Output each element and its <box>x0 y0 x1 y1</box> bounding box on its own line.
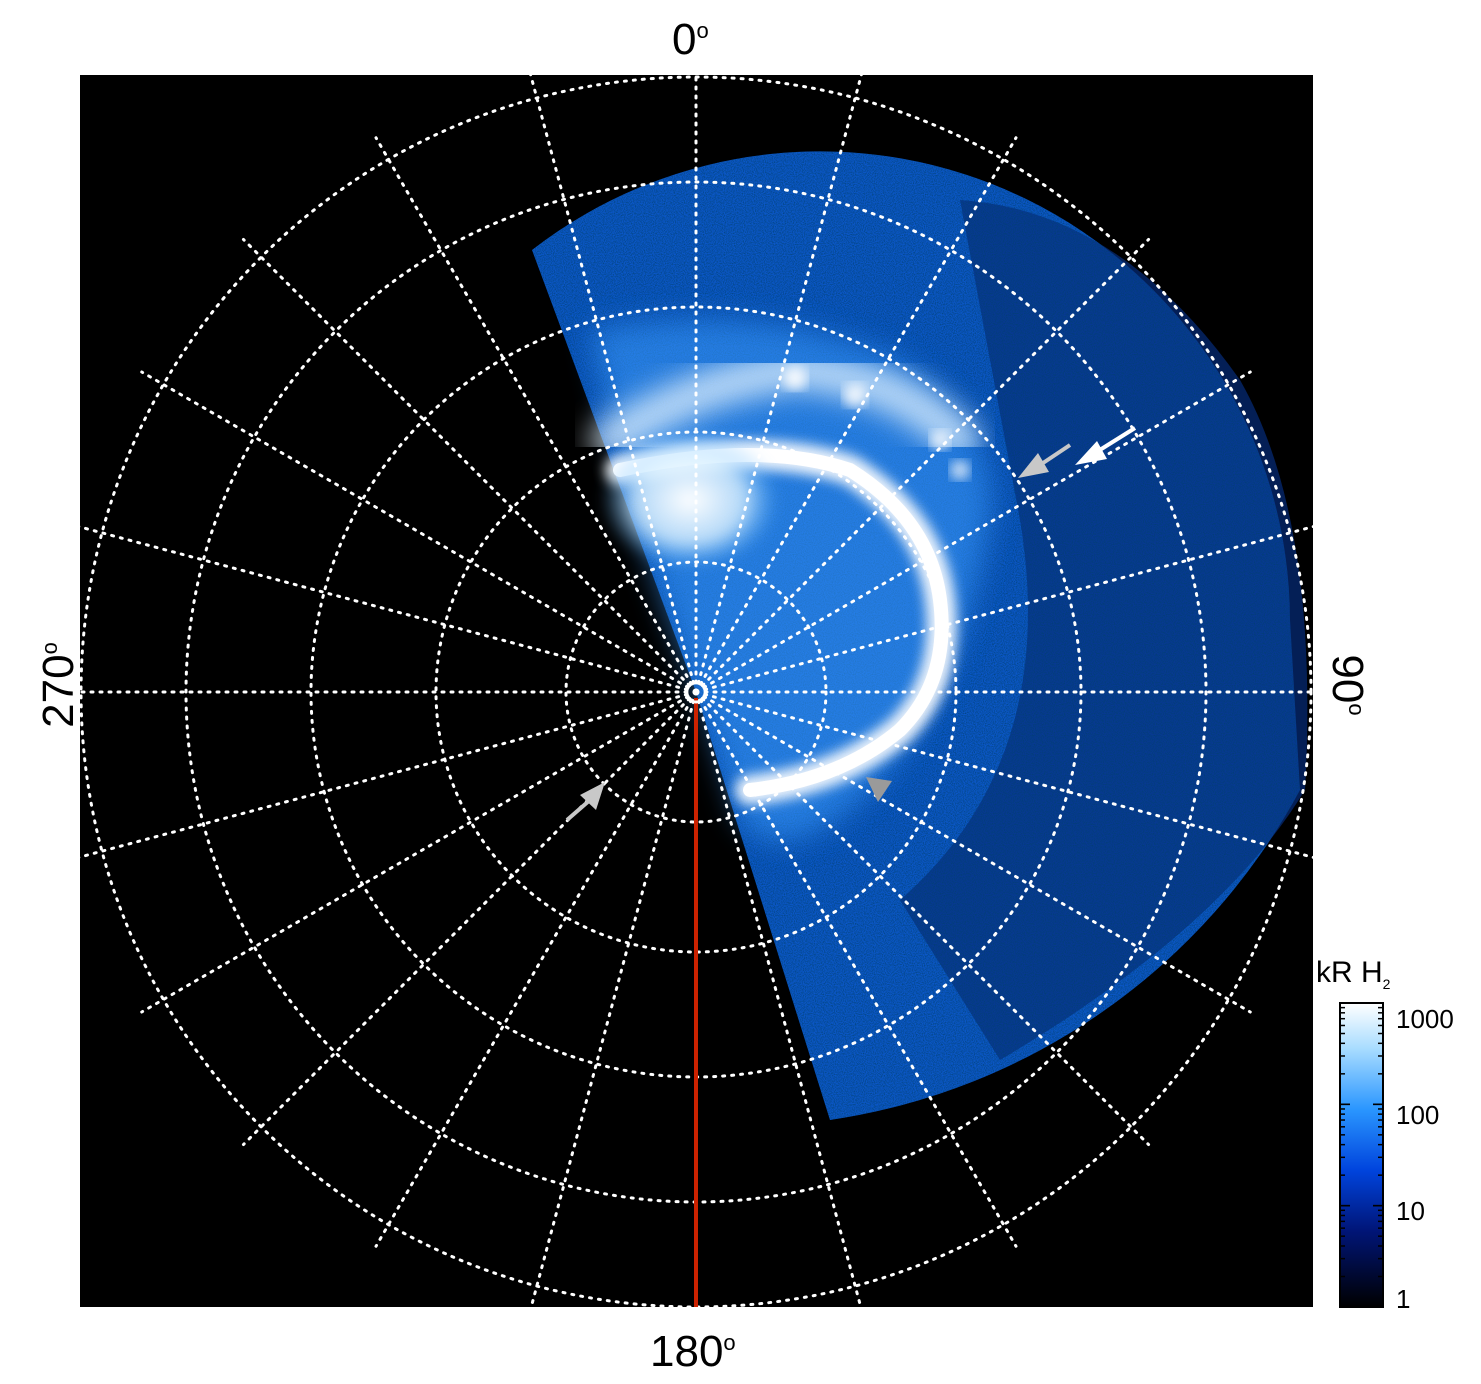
grid-spoke <box>241 690 698 1147</box>
grid-spoke <box>694 237 1151 694</box>
grid-spoke <box>694 525 1313 694</box>
colorbar-tick-label: 1000 <box>1396 1004 1454 1034</box>
aurora-bright-blob <box>600 430 780 570</box>
grid-spoke <box>80 690 698 859</box>
aurora-main-oval-core <box>613 448 949 797</box>
axis-label-90: 90o <box>1323 654 1372 716</box>
aurora-spot <box>950 460 970 480</box>
colorbar-title: kR H2 <box>1316 956 1391 992</box>
colorbar-tick-label: 10 <box>1396 1196 1425 1226</box>
grid-spokes <box>80 75 1313 1307</box>
colorbar-tick-label: 1 <box>1396 1284 1411 1314</box>
grid-spoke <box>694 690 1018 1248</box>
grid-spoke <box>694 370 1252 694</box>
grid-spoke <box>694 75 863 694</box>
axis-label-0: 0o <box>672 15 709 64</box>
grid-spoke <box>694 690 1151 1147</box>
colorbar-tick-label: 100 <box>1396 1100 1440 1130</box>
pole-marker <box>684 680 708 704</box>
grid-spoke <box>140 690 698 1014</box>
grid-spoke <box>374 690 698 1248</box>
grid-spoke <box>694 690 1313 859</box>
axis-label-270: 270o <box>34 642 83 728</box>
arrow-grey-icon <box>565 782 605 822</box>
aurora-spot <box>930 430 950 450</box>
grid-spoke <box>694 136 1018 694</box>
grid-spoke <box>694 690 863 1307</box>
arrow-grey-icon <box>866 777 892 802</box>
grid-spoke <box>80 525 698 694</box>
colorbar <box>1339 1002 1384 1308</box>
grid-spoke <box>529 690 698 1307</box>
grid-spoke <box>140 370 698 694</box>
grid-spoke <box>374 136 698 694</box>
aurora-spot <box>843 383 867 407</box>
colorbar-ticks <box>1340 1002 1383 1308</box>
grid-circle <box>564 560 828 824</box>
grid-spoke <box>529 75 698 694</box>
grid-spoke <box>694 690 1252 1014</box>
arrow-grey-icon <box>1018 443 1072 478</box>
arrow-white-icon <box>1075 426 1137 465</box>
aurora-spot <box>783 366 807 390</box>
axis-label-180: 180o <box>650 1327 736 1376</box>
grid-spoke <box>241 237 698 694</box>
